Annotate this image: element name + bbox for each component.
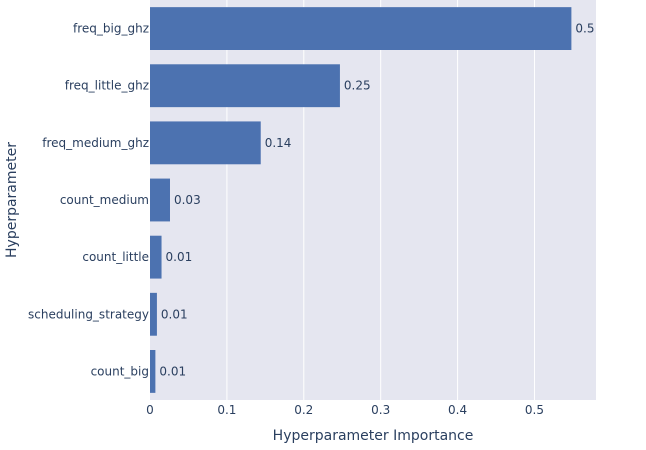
data-label: 0.01 (159, 364, 186, 378)
data-label: 0.03 (174, 193, 201, 207)
bar-freq_medium_ghz (150, 121, 261, 165)
x-axis-title: Hyperparameter Importance (273, 428, 474, 444)
x-tick-labels: 0 0.1 0.2 0.3 0.4 0.5 (146, 403, 544, 417)
data-label: 0.14 (265, 136, 292, 150)
y-tick-label: freq_big_ghz (73, 22, 149, 36)
y-tick-labels: freq_big_ghz freq_little_ghz freq_medium_g… (28, 22, 149, 379)
bar-freq_little_ghz (150, 64, 340, 108)
data-label: 0.5 (575, 22, 594, 36)
bar-count_big (150, 350, 156, 393)
bar-count_little (150, 235, 162, 279)
data-labels: 0.5 0.25 0.14 0.03 0.01 0.01 0.01 (159, 22, 594, 379)
bar-scheduling_strategy (150, 292, 157, 336)
x-tick-label: 0.2 (294, 403, 313, 417)
y-tick-label: count_medium (60, 193, 149, 207)
data-label: 0.01 (161, 307, 188, 321)
y-tick-label: count_big (91, 364, 149, 378)
bar-freq_big_ghz (150, 7, 572, 51)
x-tick-label: 0.1 (217, 403, 236, 417)
y-axis-title: Hyperparameter (4, 142, 20, 258)
data-label: 0.01 (166, 250, 193, 264)
data-label: 0.25 (344, 79, 371, 93)
y-tick-label: freq_medium_ghz (42, 136, 149, 150)
plot-area (150, 0, 596, 400)
bars (150, 7, 572, 393)
y-tick-label: scheduling_strategy (28, 307, 149, 321)
y-tick-label: count_little (82, 250, 149, 264)
x-tick-label: 0.5 (525, 403, 544, 417)
y-tick-label: freq_little_ghz (65, 79, 149, 93)
x-tick-label: 0.4 (448, 403, 467, 417)
bar-count_medium (150, 178, 170, 222)
x-tick-label: 0 (146, 403, 154, 417)
x-tick-label: 0.3 (371, 403, 390, 417)
